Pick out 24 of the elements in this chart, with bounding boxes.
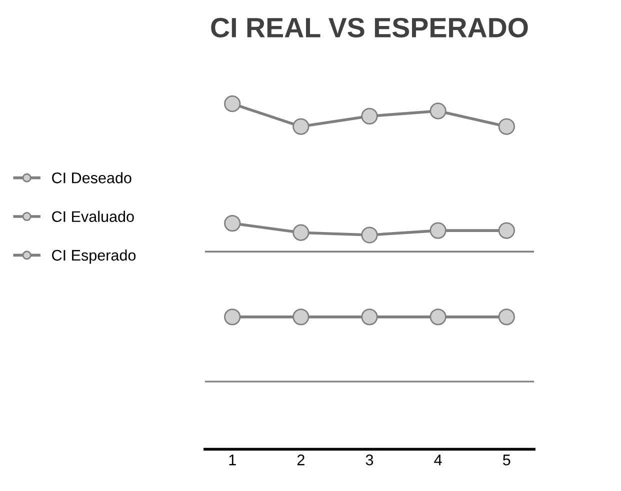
point bbox=[292, 118, 310, 135]
legend-label: CI Evaluado bbox=[52, 210, 134, 222]
x-tick-label: 4 bbox=[434, 454, 442, 466]
legend-label: CI Esperado bbox=[52, 249, 136, 264]
x-tick-label: 3 bbox=[366, 454, 374, 466]
point bbox=[361, 108, 378, 125]
chart-title: CI REAL VS ESPERADO bbox=[211, 18, 528, 38]
legend-label: CI Deseado bbox=[52, 172, 132, 184]
x-tick-label: 2 bbox=[297, 454, 304, 466]
point bbox=[361, 308, 378, 326]
point bbox=[498, 308, 515, 326]
point bbox=[361, 226, 378, 244]
x-tick-label: 5 bbox=[502, 454, 510, 466]
point bbox=[430, 102, 446, 120]
point bbox=[430, 308, 446, 326]
point bbox=[430, 222, 446, 239]
point bbox=[292, 308, 310, 326]
point bbox=[224, 308, 241, 326]
point bbox=[498, 118, 515, 135]
point bbox=[224, 95, 241, 112]
x-tick-label: 1 bbox=[229, 454, 236, 466]
point bbox=[292, 224, 310, 241]
point bbox=[224, 214, 241, 232]
point bbox=[498, 222, 515, 239]
